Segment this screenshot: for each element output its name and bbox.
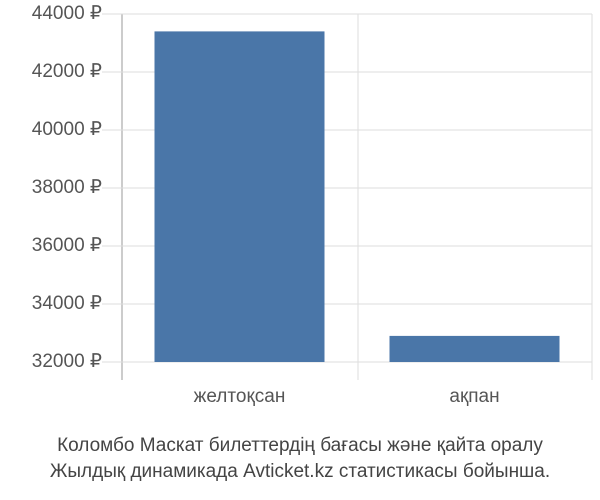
x-tick-label: ақпан [449, 386, 499, 407]
y-tick-label: 32000 ₽ [32, 351, 102, 372]
y-tick-label: 40000 ₽ [32, 119, 102, 140]
y-tick-label: 34000 ₽ [32, 293, 102, 314]
caption-line: Жылдық динамикада Avticket.kz статистика… [50, 461, 550, 482]
y-tick-label: 44000 ₽ [32, 3, 102, 24]
y-tick-label: 36000 ₽ [32, 235, 102, 256]
y-tick-label: 38000 ₽ [32, 177, 102, 198]
caption-line: Коломбо Маскат билеттердің бағасы және қ… [57, 435, 543, 456]
bar [389, 335, 560, 362]
y-tick-label: 42000 ₽ [32, 61, 102, 82]
bar [154, 31, 325, 363]
x-tick-label: желтоқсан [194, 386, 286, 407]
